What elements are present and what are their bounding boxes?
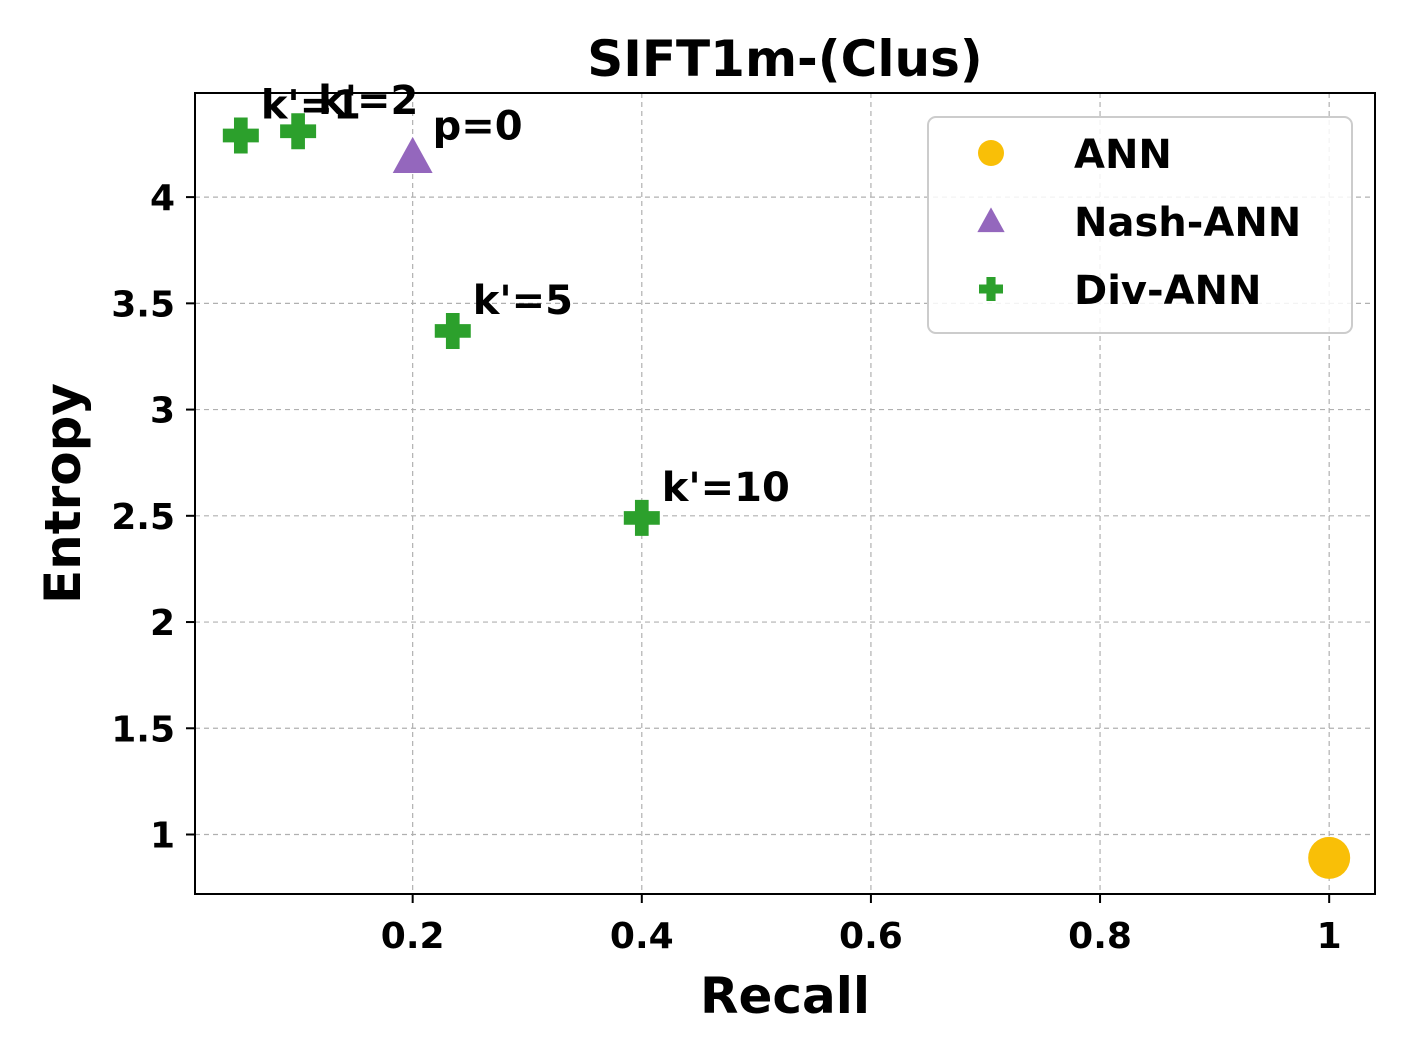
point-label: k'=2 — [318, 78, 418, 124]
y-axis-label: Entropy — [34, 383, 92, 604]
x-tick-label: 1 — [1317, 916, 1342, 957]
x-tick-label: 0.8 — [1068, 916, 1132, 957]
legend-marker — [978, 140, 1004, 166]
legend-box — [927, 116, 1353, 334]
legend-label: ANN — [1074, 132, 1172, 178]
y-tick-label: 1 — [150, 816, 175, 857]
axis-ticks: 0.2 0.4 0.6 0.8 1 1 1.5 2 2.5 3 3.5 4 — [111, 178, 1341, 957]
data-points — [222, 113, 1351, 879]
x-axis-label: Recall — [700, 967, 870, 1025]
point-label: k'=5 — [473, 278, 573, 324]
point-annotations: p=0 k'=1k'=2 k'=5 k'=10 — [261, 78, 790, 511]
point-label: k'=10 — [662, 465, 790, 511]
chart-title: SIFT1m-(Clus) — [587, 30, 982, 88]
grid-lines — [195, 93, 1375, 894]
y-tick-label: 4 — [150, 178, 175, 219]
legend-marker — [977, 207, 1005, 233]
y-tick-label: 1.5 — [111, 709, 175, 750]
y-tick-label: 3.5 — [111, 284, 175, 325]
legend-label: Nash-ANN — [1074, 200, 1301, 246]
legend: ANN Nash-ANN Div-ANN — [927, 116, 1353, 334]
div-ann-point — [222, 117, 259, 154]
plot-frame — [194, 92, 1376, 895]
div-ann-point — [434, 312, 471, 349]
x-tick-label: 0.2 — [381, 916, 445, 957]
legend-label: Div-ANN — [1074, 268, 1262, 314]
ann-point — [1308, 836, 1351, 879]
x-tick-label: 0.4 — [610, 916, 674, 957]
legend-marker — [979, 277, 1003, 301]
div-ann-point — [280, 113, 317, 150]
div-ann-point — [623, 499, 660, 536]
y-tick-label: 3 — [150, 391, 175, 432]
y-tick-label: 2 — [150, 603, 175, 644]
point-label: p=0 — [433, 104, 523, 150]
point-label: k'=1 — [261, 82, 361, 128]
x-tick-label: 0.6 — [839, 916, 903, 957]
nash-ann-point — [392, 136, 433, 173]
y-tick-label: 2.5 — [111, 497, 175, 538]
